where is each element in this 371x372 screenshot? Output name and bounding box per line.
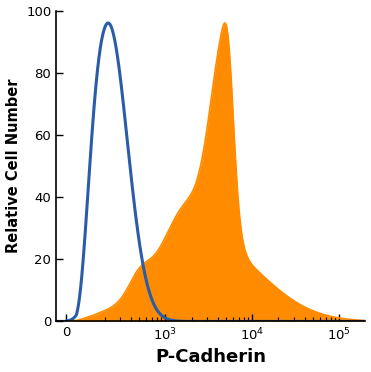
X-axis label: P-Cadherin: P-Cadherin [155,349,266,366]
Y-axis label: Relative Cell Number: Relative Cell Number [6,79,20,253]
